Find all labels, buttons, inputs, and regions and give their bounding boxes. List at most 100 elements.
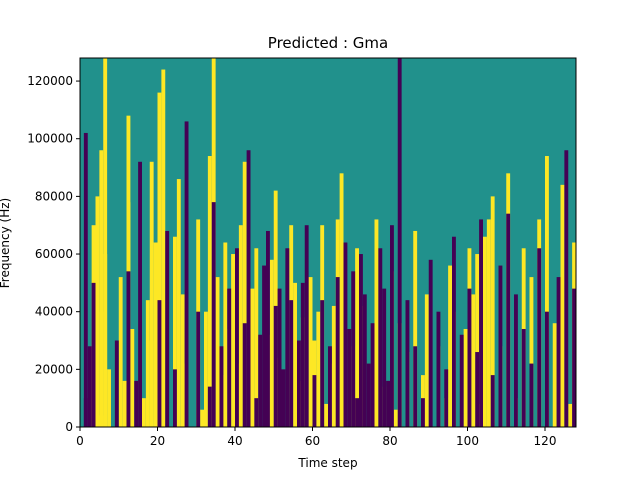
- heatmap-cell-high: [568, 403, 573, 427]
- heatmap-cell-high: [99, 150, 104, 427]
- x-tick-label: 100: [456, 434, 479, 448]
- heatmap-cell-low: [521, 328, 526, 427]
- heatmap-cell-low: [421, 398, 425, 427]
- heatmap-cell-high: [207, 156, 212, 427]
- heatmap-cell-low: [285, 248, 290, 427]
- heatmap-cell-high: [176, 179, 181, 427]
- y-tick-label: 120000: [27, 74, 73, 88]
- heatmap-cell-low: [514, 294, 518, 427]
- heatmap-cell-high: [545, 156, 549, 427]
- heatmap-cell-high: [448, 265, 452, 427]
- y-tick-label: 0: [65, 420, 73, 434]
- heatmap-cell-high: [308, 277, 313, 427]
- heatmap-cell-high: [118, 277, 123, 427]
- heatmap-cell-high: [149, 161, 154, 427]
- heatmap-cell-high: [103, 58, 108, 427]
- heatmap-cell-low: [235, 248, 239, 427]
- heatmap-cell-low: [254, 398, 259, 427]
- heatmap-cell-high: [413, 230, 418, 427]
- heatmap-cell-high: [355, 248, 359, 427]
- heatmap-cell-low: [386, 380, 390, 427]
- heatmap-cell-high: [215, 277, 220, 427]
- heatmap-cell-low: [556, 277, 561, 427]
- heatmap-cell-low: [207, 386, 212, 427]
- heatmap-cell-low: [444, 369, 449, 427]
- heatmap-cell-low: [452, 236, 456, 427]
- heatmap-cell-low: [459, 334, 464, 427]
- heatmap-cell-low: [564, 150, 569, 427]
- heatmap-cell-high: [490, 196, 495, 427]
- heatmap-cell-low: [572, 288, 576, 427]
- heatmap-cell-high: [157, 92, 162, 427]
- heatmap-cell-high: [223, 242, 228, 427]
- heatmap-cell-low: [506, 213, 511, 427]
- heatmap-cell-high: [126, 115, 131, 427]
- heatmap-cell-low: [196, 311, 201, 427]
- heatmap-cell-high: [95, 196, 100, 427]
- heatmap-cell-low: [490, 375, 495, 427]
- heatmap-cell-low: [355, 398, 359, 427]
- heatmap-cell-high: [552, 323, 557, 427]
- y-tick-label: 100000: [27, 132, 73, 146]
- heatmap-cell-low: [211, 202, 216, 427]
- x-tick-label: 40: [227, 434, 242, 448]
- heatmap-cell-low: [405, 300, 410, 427]
- heatmap-cell-low: [266, 230, 270, 427]
- heatmap-cell-low: [246, 150, 251, 427]
- heatmap-cell-high: [130, 328, 135, 427]
- x-tick-label: 120: [534, 434, 557, 448]
- plot-frame: [79, 57, 577, 428]
- heatmap-cell-high: [374, 219, 379, 427]
- y-tick-label: 80000: [35, 189, 73, 203]
- heatmap-cell-high: [471, 294, 476, 427]
- y-axis-label: Frequency (Hz): [0, 198, 12, 289]
- heatmap-cell-high: [331, 305, 336, 427]
- heatmap-cell-low: [378, 248, 383, 427]
- heatmap-cell-low: [87, 346, 92, 427]
- heatmap-cell-high: [475, 254, 480, 427]
- heatmap-cell-low: [297, 340, 301, 427]
- heatmap-cell-low: [359, 254, 363, 427]
- heatmap-cell-high: [424, 294, 429, 427]
- heatmap-cell-low: [351, 271, 356, 427]
- heatmap-cell-low: [370, 323, 375, 427]
- heatmap-cell-low: [157, 300, 162, 427]
- y-tick-label: 40000: [35, 305, 73, 319]
- x-axis-label: Time step: [297, 456, 357, 470]
- heatmap-cell-high: [242, 161, 247, 427]
- heatmap-cell-low: [262, 265, 266, 427]
- x-tick-label: 0: [76, 434, 84, 448]
- heatmap-cell-high: [238, 225, 243, 427]
- heatmap-cell-high: [483, 236, 487, 427]
- heatmap-cell-high: [161, 69, 166, 427]
- heatmap-cell-high: [254, 248, 259, 427]
- heatmap-cell-high: [463, 328, 468, 427]
- chart-title: Predicted : Gma: [268, 34, 388, 52]
- heatmap-cell-high: [316, 311, 321, 427]
- heatmap-cell-low: [545, 311, 549, 427]
- heatmap-cell-high: [200, 409, 204, 427]
- heatmap-cell-low: [184, 121, 189, 427]
- heatmap-cell-high: [107, 369, 111, 427]
- heatmap-cell-high: [293, 282, 297, 427]
- plot-area: [79, 57, 577, 428]
- heatmap-cell-low: [498, 265, 503, 427]
- heatmap-cell-high: [529, 277, 534, 427]
- heatmap-cell-low: [91, 282, 96, 427]
- heatmap-cell-high: [250, 288, 255, 427]
- heatmap-cell-low: [328, 346, 332, 427]
- heatmap-cell-low: [347, 328, 352, 427]
- heatmap-cell-low: [227, 288, 232, 427]
- heatmap-cell-low: [114, 340, 119, 427]
- heatmap-cell-high: [173, 236, 177, 427]
- heatmap-cell-low: [397, 58, 402, 427]
- heatmap-cell-high: [145, 300, 150, 427]
- heatmap-cell-low: [273, 305, 278, 427]
- heatmap-cell-low: [428, 259, 433, 427]
- heatmap-cell-low: [173, 369, 177, 427]
- heatmap-cell-low: [343, 242, 348, 427]
- x-axis: 0 20 40 60 80 100 120: [76, 427, 556, 448]
- heatmap-cell-low: [304, 225, 309, 427]
- heatmap-cell-low: [467, 288, 472, 427]
- heatmap-cell-high: [486, 219, 491, 427]
